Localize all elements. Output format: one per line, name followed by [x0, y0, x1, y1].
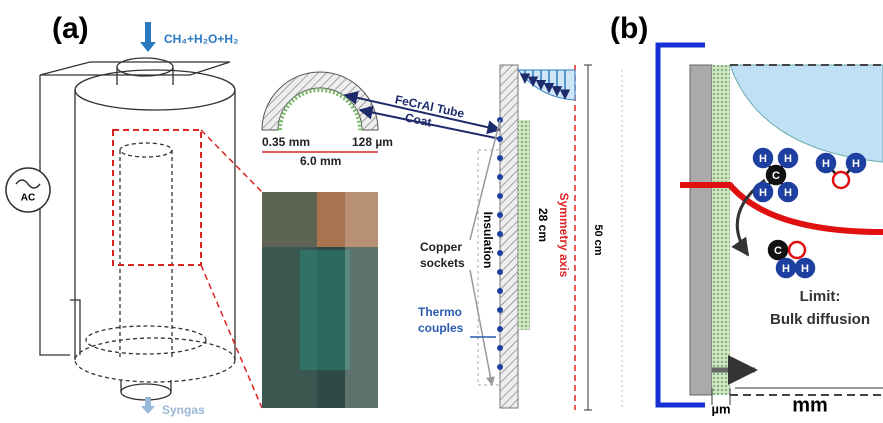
- thermo-line: couples: [418, 321, 464, 335]
- scale-large: mm: [792, 394, 828, 416]
- thermocouple: [497, 231, 503, 237]
- velocity-profile: [518, 70, 575, 100]
- total-length: 50 cm: [592, 224, 604, 255]
- coat-strip: [518, 120, 530, 330]
- wall: [500, 65, 518, 408]
- tube-wall: [690, 65, 712, 395]
- wall-thickness: 0.35 mm: [262, 135, 310, 149]
- feed-arrow-head: [140, 42, 156, 52]
- thermocouple: [497, 136, 503, 142]
- sockets-line: Copper: [420, 240, 462, 254]
- atom-label: C: [774, 245, 782, 257]
- length-line: [584, 65, 592, 410]
- reactor-sketch: [40, 58, 235, 400]
- panel-label: (a): [52, 12, 89, 45]
- figure: (a) CH₄+H₂O+H₂ Syngas AC 0.35 mm 128 µm …: [0, 0, 883, 418]
- thermocouple: [497, 345, 503, 351]
- thermocouple: [497, 250, 503, 256]
- atom-label: H: [784, 187, 792, 199]
- ac-source: [6, 168, 50, 212]
- photo: [262, 192, 378, 408]
- limit-line: Bulk diffusion: [770, 311, 870, 328]
- heated-length: 28 cm: [536, 208, 550, 242]
- flow-profile: [730, 65, 883, 162]
- thermocouple: [497, 212, 503, 218]
- atom-label: H: [852, 158, 860, 170]
- atom-label: H: [759, 187, 767, 199]
- atom-label: H: [822, 158, 830, 170]
- insulation-label: Insulation: [481, 212, 495, 269]
- scale-small: µm: [711, 401, 730, 416]
- thermocouple: [497, 174, 503, 180]
- feed-label: CH₄+H₂O+H₂: [164, 32, 238, 46]
- sockets-line: sockets: [420, 256, 465, 270]
- thermocouple: [497, 364, 503, 370]
- outlet-label: Syngas: [162, 403, 205, 417]
- coat-thickness: 128 µm: [352, 135, 393, 149]
- symmetry-label: Symmetry axis: [557, 193, 571, 278]
- diameter: 6.0 mm: [300, 154, 341, 168]
- catalyst-layer: [712, 65, 730, 395]
- atom-label: H: [784, 153, 792, 165]
- atom-label: H: [759, 153, 767, 165]
- atom-label: H: [801, 263, 809, 275]
- thermocouple: [497, 269, 503, 275]
- thermo-line: Thermo: [418, 305, 462, 319]
- thermocouple: [497, 155, 503, 161]
- outlet-arrow-head: [141, 406, 155, 414]
- panel-label: (b): [610, 12, 648, 45]
- thermocouple: [497, 193, 503, 199]
- atom-label: O: [837, 175, 846, 187]
- thermocouple: [497, 307, 503, 313]
- thermocouple: [497, 288, 503, 294]
- atom-label: H: [782, 263, 790, 275]
- limit-line: Limit:: [800, 288, 841, 305]
- ac-label: AC: [21, 193, 35, 204]
- atom-label: O: [793, 245, 802, 257]
- thermocouple: [497, 326, 503, 332]
- atom-label: C: [772, 170, 780, 182]
- zoom-box: [113, 130, 201, 265]
